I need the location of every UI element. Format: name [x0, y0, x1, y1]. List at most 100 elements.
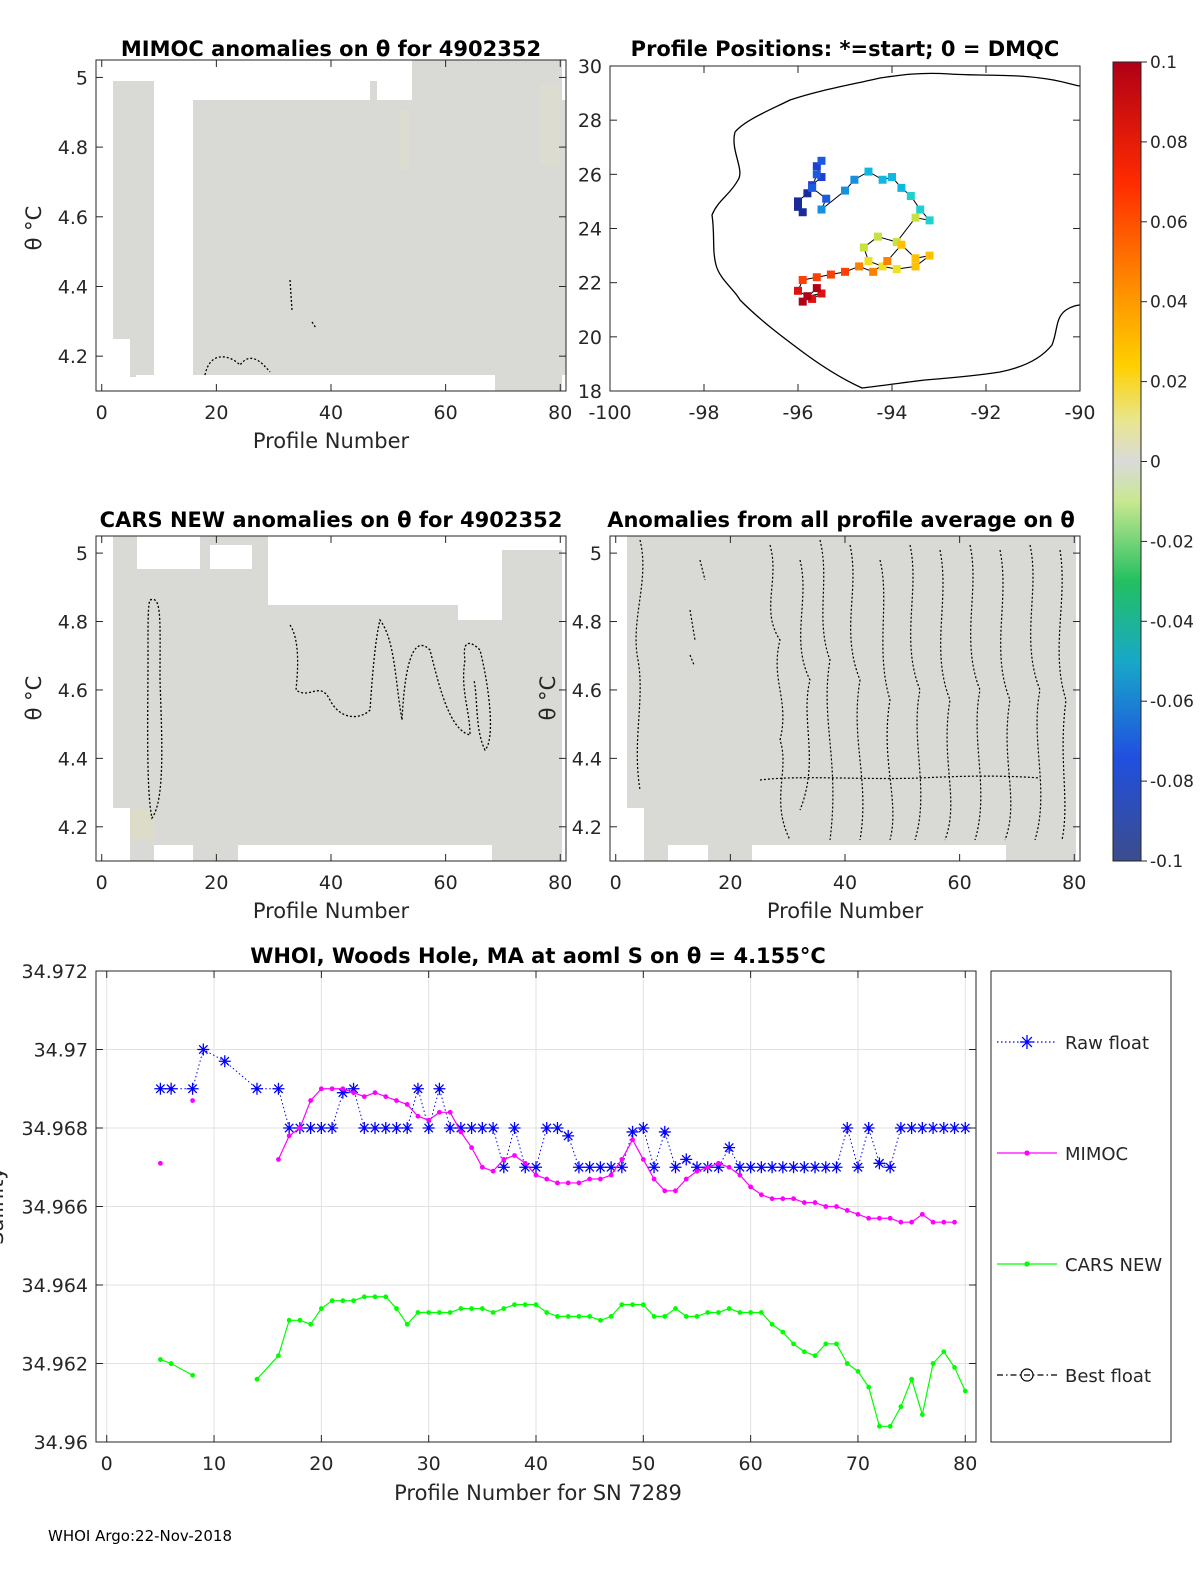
series-marker	[909, 1219, 915, 1225]
raw-float-marker	[508, 1122, 521, 1134]
y-tick-label: 4.4	[58, 748, 88, 770]
series-marker	[587, 1176, 593, 1182]
track-marker	[911, 262, 920, 271]
x-tick-label: 10	[202, 1453, 226, 1475]
series-marker	[490, 1310, 496, 1315]
series-marker	[801, 1349, 807, 1355]
raw-float-marker	[358, 1122, 371, 1134]
series-marker	[479, 1306, 485, 1311]
track-marker	[817, 173, 826, 182]
mimoc-y-ticks: 4.2 4.4 4.6 4.8 5	[58, 67, 566, 368]
raw-float-marker	[422, 1122, 435, 1134]
series-marker	[898, 1219, 904, 1225]
series-marker	[533, 1302, 539, 1308]
series-line	[277, 1088, 955, 1223]
series-marker	[694, 1314, 700, 1319]
raw-float-marker	[530, 1161, 542, 1174]
series-marker	[758, 1192, 764, 1198]
x-tick-label: 60	[434, 872, 458, 894]
series-marker	[383, 1094, 389, 1099]
series-marker	[340, 1086, 346, 1092]
series-marker	[716, 1310, 721, 1315]
x-tick-label: 80	[548, 402, 572, 424]
raw-float-marker	[165, 1082, 178, 1095]
series-marker	[597, 1176, 603, 1182]
series-marker	[415, 1113, 421, 1119]
series-marker	[276, 1353, 281, 1359]
x-tick-label: 70	[846, 1453, 870, 1475]
map-title: Profile Positions: *=start; 0 = DMQC	[631, 37, 1060, 61]
series-marker	[522, 1302, 528, 1308]
series-marker	[168, 1361, 174, 1366]
y-tick-label: 4.2	[58, 346, 88, 368]
legend-marker	[1024, 1150, 1030, 1156]
raw-float-marker	[433, 1082, 446, 1095]
series-marker	[587, 1314, 593, 1319]
series-marker	[694, 1168, 700, 1174]
series-marker	[877, 1215, 882, 1221]
series-marker	[458, 1129, 464, 1135]
raw-float-marker	[658, 1125, 671, 1138]
track-marker	[803, 189, 812, 198]
raw-float-marker	[819, 1161, 832, 1174]
legend-label: MIMOC	[1065, 1144, 1128, 1165]
y-tick-label: 4.6	[58, 207, 88, 229]
x-tick-label: 20	[204, 872, 228, 894]
series-marker	[351, 1298, 356, 1304]
raw-float-line	[160, 1048, 966, 1170]
series-marker	[930, 1219, 936, 1225]
raw-float-marker	[851, 1161, 864, 1174]
series-marker	[286, 1317, 292, 1323]
y-tick-label: 34.962	[22, 1354, 88, 1376]
track-marker	[798, 208, 807, 217]
y-tick-label: 18	[578, 381, 602, 403]
series-marker	[898, 1404, 904, 1410]
raw-float-marker	[733, 1161, 746, 1174]
series-marker	[565, 1180, 571, 1186]
colorbar-tick-label: 0	[1150, 453, 1161, 473]
series-marker	[748, 1184, 754, 1190]
x-tick-label: -94	[876, 402, 907, 424]
raw-float-marker	[272, 1082, 285, 1095]
track-marker	[892, 265, 901, 274]
raw-float-marker	[894, 1122, 907, 1134]
y-tick-label: 5	[76, 543, 88, 565]
track-marker	[897, 183, 906, 192]
y-tick-label: 34.966	[22, 1197, 88, 1219]
colorbar-tick-label: 0.06	[1150, 213, 1188, 233]
track-marker	[883, 257, 892, 265]
series-marker	[608, 1172, 614, 1178]
float-track	[794, 156, 934, 306]
y-tick-label: 34.968	[22, 1118, 88, 1140]
series-marker	[394, 1306, 399, 1311]
x-tick-label: 20	[204, 402, 228, 424]
raw-float-marker	[283, 1122, 296, 1134]
series-marker	[640, 1302, 646, 1308]
y-tick-label: 4.8	[58, 612, 88, 634]
series-marker	[866, 1384, 872, 1390]
raw-float-marker	[540, 1122, 553, 1134]
salinity-panel: 34.96 34.962 34.964 34.966 34.968 34.97 34.972…	[0, 944, 977, 1505]
x-tick-label: 40	[833, 872, 857, 894]
colorbar-tick-label: 0.1	[1150, 53, 1177, 73]
series-marker	[683, 1314, 689, 1319]
track-marker	[916, 205, 925, 214]
raw-float-marker	[369, 1122, 382, 1134]
track-marker	[869, 267, 878, 276]
map-x-ticks: -100 -98 -96 -94 -92 -90	[588, 66, 1096, 424]
raw-float-marker	[648, 1161, 661, 1174]
raw-float-marker	[615, 1161, 628, 1174]
series-marker	[426, 1310, 432, 1315]
legend-item: Best float	[997, 1366, 1151, 1387]
series-marker	[297, 1125, 303, 1131]
track-marker	[808, 183, 817, 192]
track-marker	[911, 254, 920, 263]
series-marker	[318, 1306, 324, 1311]
series-marker	[340, 1298, 346, 1304]
series-marker	[469, 1306, 475, 1311]
series-marker	[780, 1196, 786, 1202]
average-y-label: θ °C	[536, 676, 560, 721]
series-marker	[404, 1102, 410, 1107]
series-marker	[662, 1314, 668, 1319]
raw-float-marker	[905, 1122, 918, 1134]
